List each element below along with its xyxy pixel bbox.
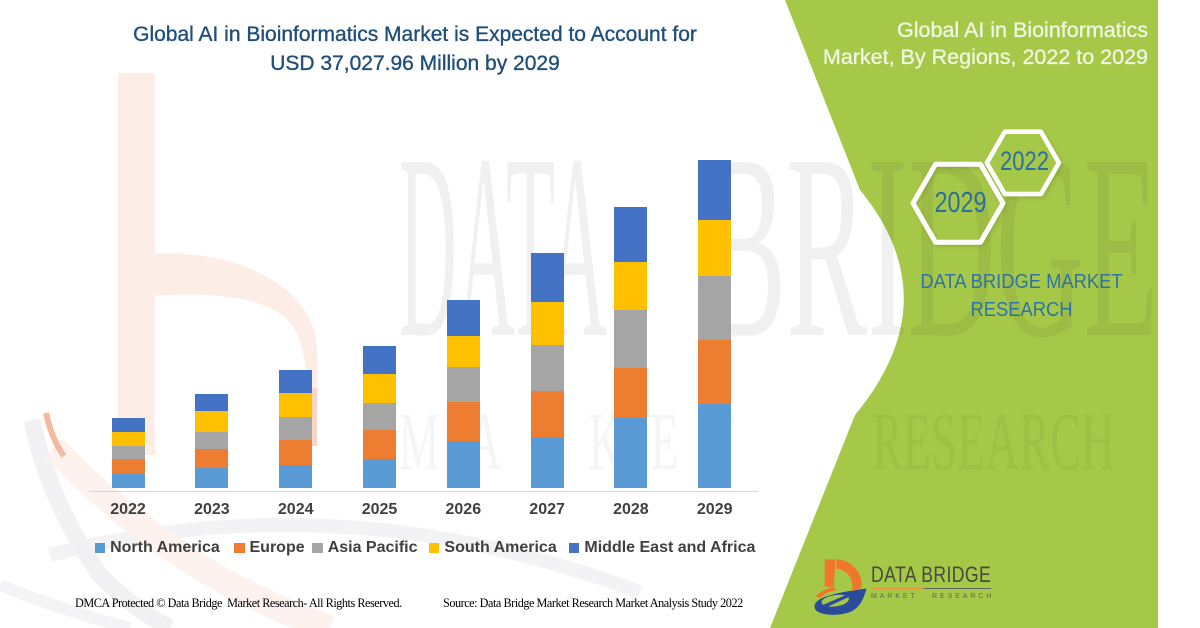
svg-text:2022: 2022 <box>1000 146 1049 176</box>
svg-text:2029: 2029 <box>935 187 987 219</box>
